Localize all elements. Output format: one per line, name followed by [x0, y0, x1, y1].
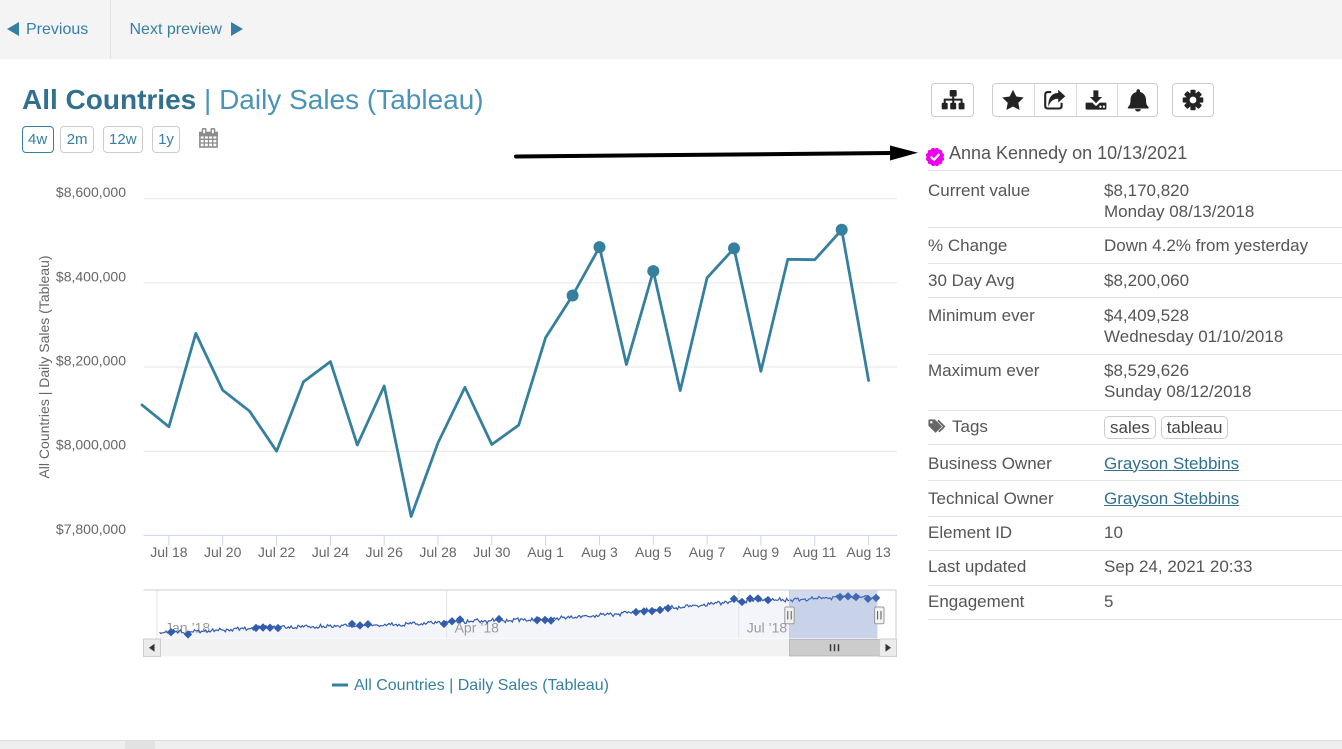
- svg-text:Aug 5: Aug 5: [635, 544, 672, 560]
- svg-text:Aug 13: Aug 13: [846, 544, 891, 560]
- svg-text:$8,400,000: $8,400,000: [56, 268, 126, 284]
- svg-text:Aug 1: Aug 1: [527, 544, 564, 560]
- svg-text:Jul ’18: Jul ’18: [747, 620, 788, 636]
- svg-text:Aug 9: Aug 9: [743, 544, 780, 560]
- svg-text:Jul 18: Jul 18: [150, 544, 188, 560]
- svg-text:Jul 20: Jul 20: [204, 544, 242, 560]
- svg-text:$8,000,000: $8,000,000: [56, 437, 126, 453]
- svg-text:$8,200,000: $8,200,000: [56, 353, 126, 369]
- svg-text:Jul 28: Jul 28: [419, 544, 457, 560]
- svg-text:Jul 30: Jul 30: [473, 544, 511, 560]
- svg-text:Jul 24: Jul 24: [312, 544, 350, 560]
- svg-text:$7,800,000: $7,800,000: [56, 521, 126, 537]
- svg-text:$8,600,000: $8,600,000: [56, 184, 126, 200]
- svg-text:Aug 7: Aug 7: [689, 544, 726, 560]
- svg-text:All Countries | Daily Sales (T: All Countries | Daily Sales (Tableau): [36, 255, 52, 478]
- svg-text:Aug 3: Aug 3: [581, 544, 618, 560]
- svg-text:All Countries | Daily Sales (T: All Countries | Daily Sales (Tableau): [354, 677, 609, 694]
- svg-text:Jul 26: Jul 26: [366, 544, 404, 560]
- svg-text:Aug 11: Aug 11: [793, 544, 837, 560]
- svg-text:Jul 22: Jul 22: [258, 544, 296, 560]
